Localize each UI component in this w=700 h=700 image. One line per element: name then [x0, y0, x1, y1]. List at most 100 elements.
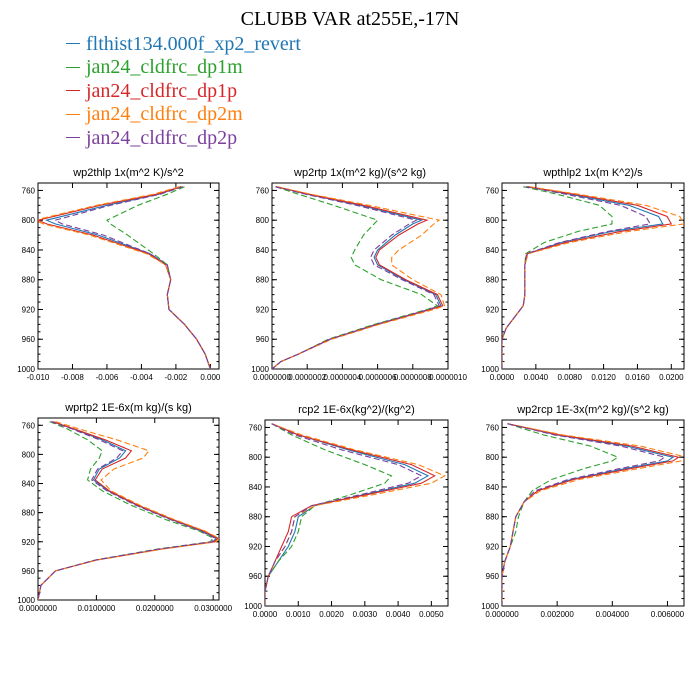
y-tick-label: 960 — [486, 572, 500, 581]
x-tick-label: 0.0010 — [286, 610, 311, 619]
legend: flthist134.000f_xp2_revert jan24_cldfrc_… — [66, 32, 301, 150]
y-tick-label: 840 — [22, 246, 36, 255]
series-line-5 — [272, 186, 440, 369]
x-tick-label: 0.0120 — [591, 373, 616, 382]
series-line-5 — [502, 423, 667, 606]
x-tick-label: 0.0200 — [659, 373, 684, 382]
series-line-1 — [502, 423, 675, 606]
x-tick-label: 0.0050 — [419, 610, 444, 619]
y-tick-label: 760 — [486, 423, 500, 432]
x-tick-label: 0.0160 — [625, 373, 650, 382]
y-tick-label: 880 — [249, 513, 263, 522]
x-tick-label: 0.004000 — [596, 610, 630, 619]
y-tick-label: 840 — [22, 480, 36, 489]
x-tick-label: -0.006 — [96, 373, 119, 382]
series-line-1 — [44, 186, 211, 369]
panel-1: wp2thlp 1x(m^2 K)/s^2 760 800 840 880 920 960 1… — [17, 167, 221, 382]
panel-title: rcp2 1E-6x(kg^2)/(kg^2) — [298, 404, 415, 416]
series-line-1 — [272, 186, 442, 369]
series-line-4 — [502, 186, 684, 369]
y-tick-label: 880 — [486, 276, 500, 285]
plot-frame — [37, 182, 220, 370]
y-tick-label: 760 — [249, 423, 263, 432]
legend-item: flthist134.000f_xp2_revert — [66, 32, 301, 56]
series-line-5 — [53, 186, 211, 369]
plot-frame — [264, 419, 449, 607]
panel-title: wprtp2 1E-6x(m kg)/(s kg) — [64, 402, 192, 414]
y-tick-label: 960 — [256, 335, 270, 344]
panel-title: wp2rcp 1E-3x(m^2 kg)/(s^2 kg) — [516, 404, 669, 416]
legend-line-swatch — [66, 137, 80, 139]
legend-label: jan24_cldfrc_dp2m — [86, 103, 243, 126]
legend-item: jan24_cldfrc_dp2p — [66, 126, 301, 150]
x-tick-label: 0.0000008 — [394, 373, 432, 382]
x-tick-label: 0.000 — [200, 373, 221, 382]
x-tick-label: 0.0080 — [557, 373, 582, 382]
x-tick-label: 0.0000004 — [323, 373, 361, 382]
legend-line-swatch — [66, 113, 80, 115]
panel-6: wp2rcp 1E-3x(m^2 kg)/(s^2 kg) 760 800 840 88… — [481, 404, 685, 619]
series-line-1 — [502, 186, 664, 369]
x-tick-label: -0.008 — [61, 373, 84, 382]
y-tick-label: 800 — [486, 453, 500, 462]
x-tick-label: 0.0000002 — [288, 373, 326, 382]
x-tick-label: 0.000000 — [485, 610, 519, 619]
y-tick-label: 1000 — [17, 596, 35, 605]
series-line-3 — [265, 423, 436, 606]
plot-frame — [501, 182, 685, 370]
legend-item: jan24_cldfrc_dp1m — [66, 56, 301, 80]
x-tick-label: 0.0100000 — [77, 604, 115, 613]
series-line-4 — [272, 186, 446, 369]
series-line-2 — [502, 423, 619, 606]
y-tick-label: 840 — [486, 246, 500, 255]
legend-line-swatch — [66, 90, 80, 92]
x-tick-label: 0.0200000 — [136, 604, 174, 613]
y-tick-label: 1000 — [244, 602, 262, 611]
x-tick-label: -0.004 — [130, 373, 153, 382]
legend-label: jan24_cldfrc_dp1m — [86, 56, 243, 79]
series-line-5 — [502, 186, 651, 369]
plot-frame — [501, 419, 685, 607]
y-tick-label: 920 — [486, 305, 500, 314]
x-tick-label: 0.0000000 — [253, 373, 291, 382]
plot-frame — [271, 182, 449, 370]
y-tick-label: 880 — [22, 509, 36, 518]
x-tick-label: 0.006000 — [651, 610, 685, 619]
x-tick-label: 0.0300000 — [194, 604, 232, 613]
y-tick-label: 1000 — [17, 365, 35, 374]
series-line-2 — [265, 423, 393, 606]
y-tick-label: 1000 — [251, 365, 269, 374]
y-tick-label: 920 — [22, 305, 36, 314]
y-tick-label: 960 — [249, 572, 263, 581]
y-tick-label: 960 — [22, 567, 36, 576]
series-line-3 — [502, 423, 680, 606]
x-tick-label: 0.002000 — [540, 610, 574, 619]
legend-line-swatch — [66, 43, 80, 45]
y-tick-label: 800 — [22, 216, 36, 225]
x-tick-label: 0.0020 — [319, 610, 344, 619]
y-tick-label: 880 — [256, 276, 270, 285]
panel-title: wpthlp2 1x(m K^2)/s — [542, 167, 643, 179]
y-tick-label: 760 — [22, 186, 36, 195]
legend-label: jan24_cldfrc_dp2p — [86, 126, 238, 149]
series-line-3 — [38, 186, 211, 369]
panel-3: wpthlp2 1x(m K^2)/s 760 800 840 880 920 960 100… — [481, 167, 685, 382]
y-tick-label: 920 — [249, 542, 263, 551]
y-tick-label: 920 — [256, 305, 270, 314]
y-tick-label: 920 — [486, 542, 500, 551]
x-tick-label: 0.0000 — [490, 373, 515, 382]
y-tick-label: 960 — [486, 335, 500, 344]
panel-title: wp2thlp 1x(m^2 K)/s^2 — [72, 167, 184, 179]
x-tick-label: 0.0000010 — [429, 373, 467, 382]
x-tick-label: -0.010 — [27, 373, 50, 382]
x-tick-label: 0.0000000 — [19, 604, 57, 613]
series-line-3 — [272, 186, 444, 369]
x-tick-label: -0.002 — [165, 373, 188, 382]
y-tick-label: 760 — [22, 421, 36, 430]
legend-label: flthist134.000f_xp2_revert — [86, 32, 301, 55]
panel-4: wprtp2 1E-6x(m kg)/(s kg) 760 800 840 880 920… — [17, 402, 232, 613]
y-tick-label: 840 — [256, 246, 270, 255]
series-line-3 — [38, 421, 219, 600]
y-tick-label: 800 — [22, 450, 36, 459]
y-tick-label: 960 — [22, 335, 36, 344]
